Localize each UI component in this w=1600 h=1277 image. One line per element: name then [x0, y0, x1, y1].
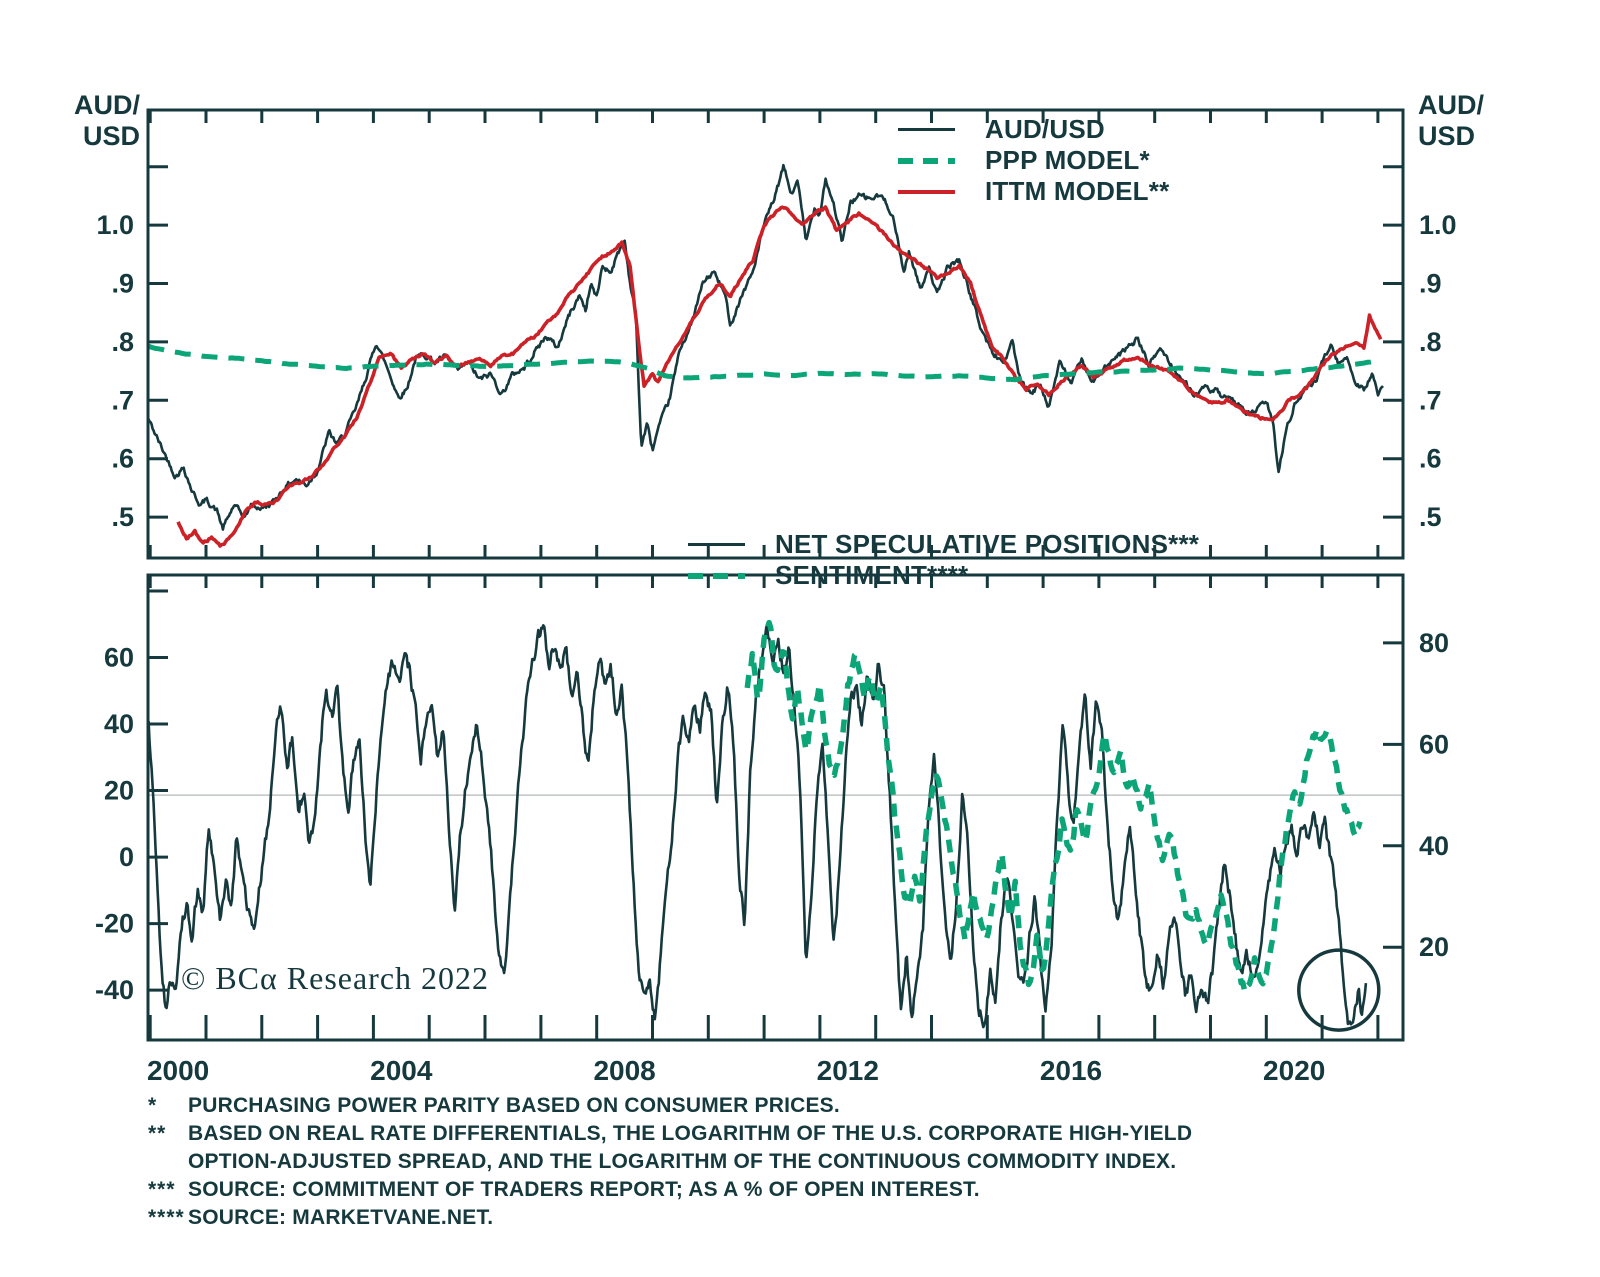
x-axis-year-label: 2004: [370, 1055, 433, 1086]
bottom-left-tick-label: -40: [95, 975, 134, 1005]
net-spec-line-sample-icon: [688, 543, 745, 546]
top-panel-series: [148, 163, 1384, 548]
footnote-net-spec-source: *** SOURCE: COMMITMENT OF TRADERS REPORT…: [148, 1176, 1408, 1204]
bottom-panel-series: [148, 619, 1368, 1029]
bottom-legend: NET SPECULATIVE POSITIONS*** SENTIMENT**…: [688, 529, 1199, 591]
x-axis-year-label: 2020: [1263, 1055, 1325, 1086]
top-right-tick-label: .6: [1419, 444, 1442, 474]
footnote-text: OPTION-ADJUSTED SPREAD, AND THE LOGARITH…: [188, 1150, 1177, 1173]
footnote-text: SOURCE: COMMITMENT OF TRADERS REPORT; AS…: [188, 1178, 980, 1201]
bottom-panel-frame: [146, 573, 1405, 1042]
bottom-right-tick-label: 20: [1419, 932, 1449, 962]
ppp-model-dash-sample-icon: [898, 157, 955, 164]
legend-label: AUD/USD: [985, 114, 1105, 144]
series-aud-usd: [148, 163, 1384, 531]
legend-item-ppp-model: PPP MODEL*: [898, 145, 1169, 176]
series-ittm-model: [176, 205, 1383, 548]
x-axis-year-label: 2000: [147, 1055, 209, 1086]
legend-item-sentiment: SENTIMENT****: [688, 560, 1199, 591]
legend-label: SENTIMENT****: [775, 560, 969, 590]
legend-item-aud-usd: AUD/USD: [898, 114, 1169, 145]
legend-label: ITTM MODEL**: [985, 176, 1170, 206]
footnote-text: PURCHASING POWER PARITY BASED ON CONSUME…: [188, 1094, 840, 1117]
legend-item-ittm-model: ITTM MODEL**: [898, 176, 1169, 207]
axis-title-line2: USD: [82, 121, 140, 151]
x-axis-year-label: 2008: [593, 1055, 655, 1086]
copyright-notice: © BCα Research 2022: [181, 960, 490, 996]
bottom-left-tick-label: 20: [104, 776, 134, 806]
legend-label: PPP MODEL*: [985, 145, 1150, 175]
axis-title-line1: AUD/: [1418, 90, 1484, 120]
top-left-tick-label: .6: [111, 444, 134, 474]
bottom-left-tick-label: 40: [104, 709, 134, 739]
ittm-model-line-sample-icon: [898, 189, 955, 194]
footnote-marker: ****: [148, 1206, 185, 1229]
top-right-tick-label: 1.0: [1419, 210, 1457, 240]
recent-positions-highlight-circle: [1297, 948, 1381, 1032]
top-right-tick-label: .8: [1419, 327, 1442, 357]
top-panel-frame: [146, 108, 1405, 560]
top-right-tick-label: .7: [1419, 385, 1442, 415]
axis-title-line2: USD: [1418, 121, 1476, 151]
x-axis-year-label: 2012: [817, 1055, 879, 1086]
bottom-right-tick-label: 60: [1419, 729, 1449, 759]
top-right-axis-title: AUD/ USD: [1418, 90, 1508, 152]
sentiment-dash-sample-icon: [688, 572, 745, 579]
top-left-axis-title: AUD/ USD: [58, 90, 140, 152]
top-left-tick-label: .9: [111, 269, 134, 299]
axis-title-line1: AUD/: [74, 90, 140, 120]
footnote-marker: [148, 1148, 188, 1176]
bottom-right-tick-label: 80: [1419, 628, 1449, 658]
series-sentiment: [744, 619, 1363, 994]
bottom-right-tick-label: 40: [1419, 831, 1449, 861]
footnote-marker: *: [148, 1094, 158, 1117]
top-legend: AUD/USD PPP MODEL* ITTM MODEL**: [898, 114, 1169, 207]
aud-usd-line-sample-icon: [898, 128, 955, 131]
footnote-text: BASED ON REAL RATE DIFFERENTIALS, THE LO…: [188, 1122, 1193, 1145]
legend-item-net-speculative-positions: NET SPECULATIVE POSITIONS***: [688, 529, 1199, 560]
top-left-tick-label: .5: [111, 502, 134, 532]
footnote-sentiment-source: **** SOURCE: MARKETVANE.NET.: [148, 1204, 1408, 1232]
footnote-ittm-line1: ** BASED ON REAL RATE DIFFERENTIALS, THE…: [148, 1120, 1408, 1148]
top-left-tick-label: .8: [111, 327, 134, 357]
footnote-ittm-line2: OPTION-ADJUSTED SPREAD, AND THE LOGARITH…: [148, 1148, 1408, 1176]
series-ppp-model: [148, 343, 1375, 383]
bottom-left-tick-label: -20: [95, 909, 134, 939]
footnote-text: SOURCE: MARKETVANE.NET.: [188, 1206, 494, 1229]
footnotes: * PURCHASING POWER PARITY BASED ON CONSU…: [148, 1092, 1408, 1232]
top-left-tick-label: 1.0: [96, 210, 134, 240]
bottom-left-tick-label: 0: [119, 842, 134, 872]
axes: 1.0 1.0 .9 .9 .8 .8 .7 .7 .6 .6 .5 .5 60 40 20 0 -20 -40 8…: [95, 110, 1457, 1086]
x-axis-year-label: 2016: [1040, 1055, 1102, 1086]
top-right-tick-label: .5: [1419, 502, 1442, 532]
footnote-ppp: * PURCHASING POWER PARITY BASED ON CONSU…: [148, 1092, 1408, 1120]
footnote-marker: ***: [148, 1178, 176, 1201]
top-left-tick-label: .7: [111, 385, 134, 415]
legend-label: NET SPECULATIVE POSITIONS***: [775, 529, 1200, 559]
top-right-tick-label: .9: [1419, 269, 1442, 299]
footnote-marker: **: [148, 1122, 167, 1145]
bottom-left-tick-label: 60: [104, 643, 134, 673]
